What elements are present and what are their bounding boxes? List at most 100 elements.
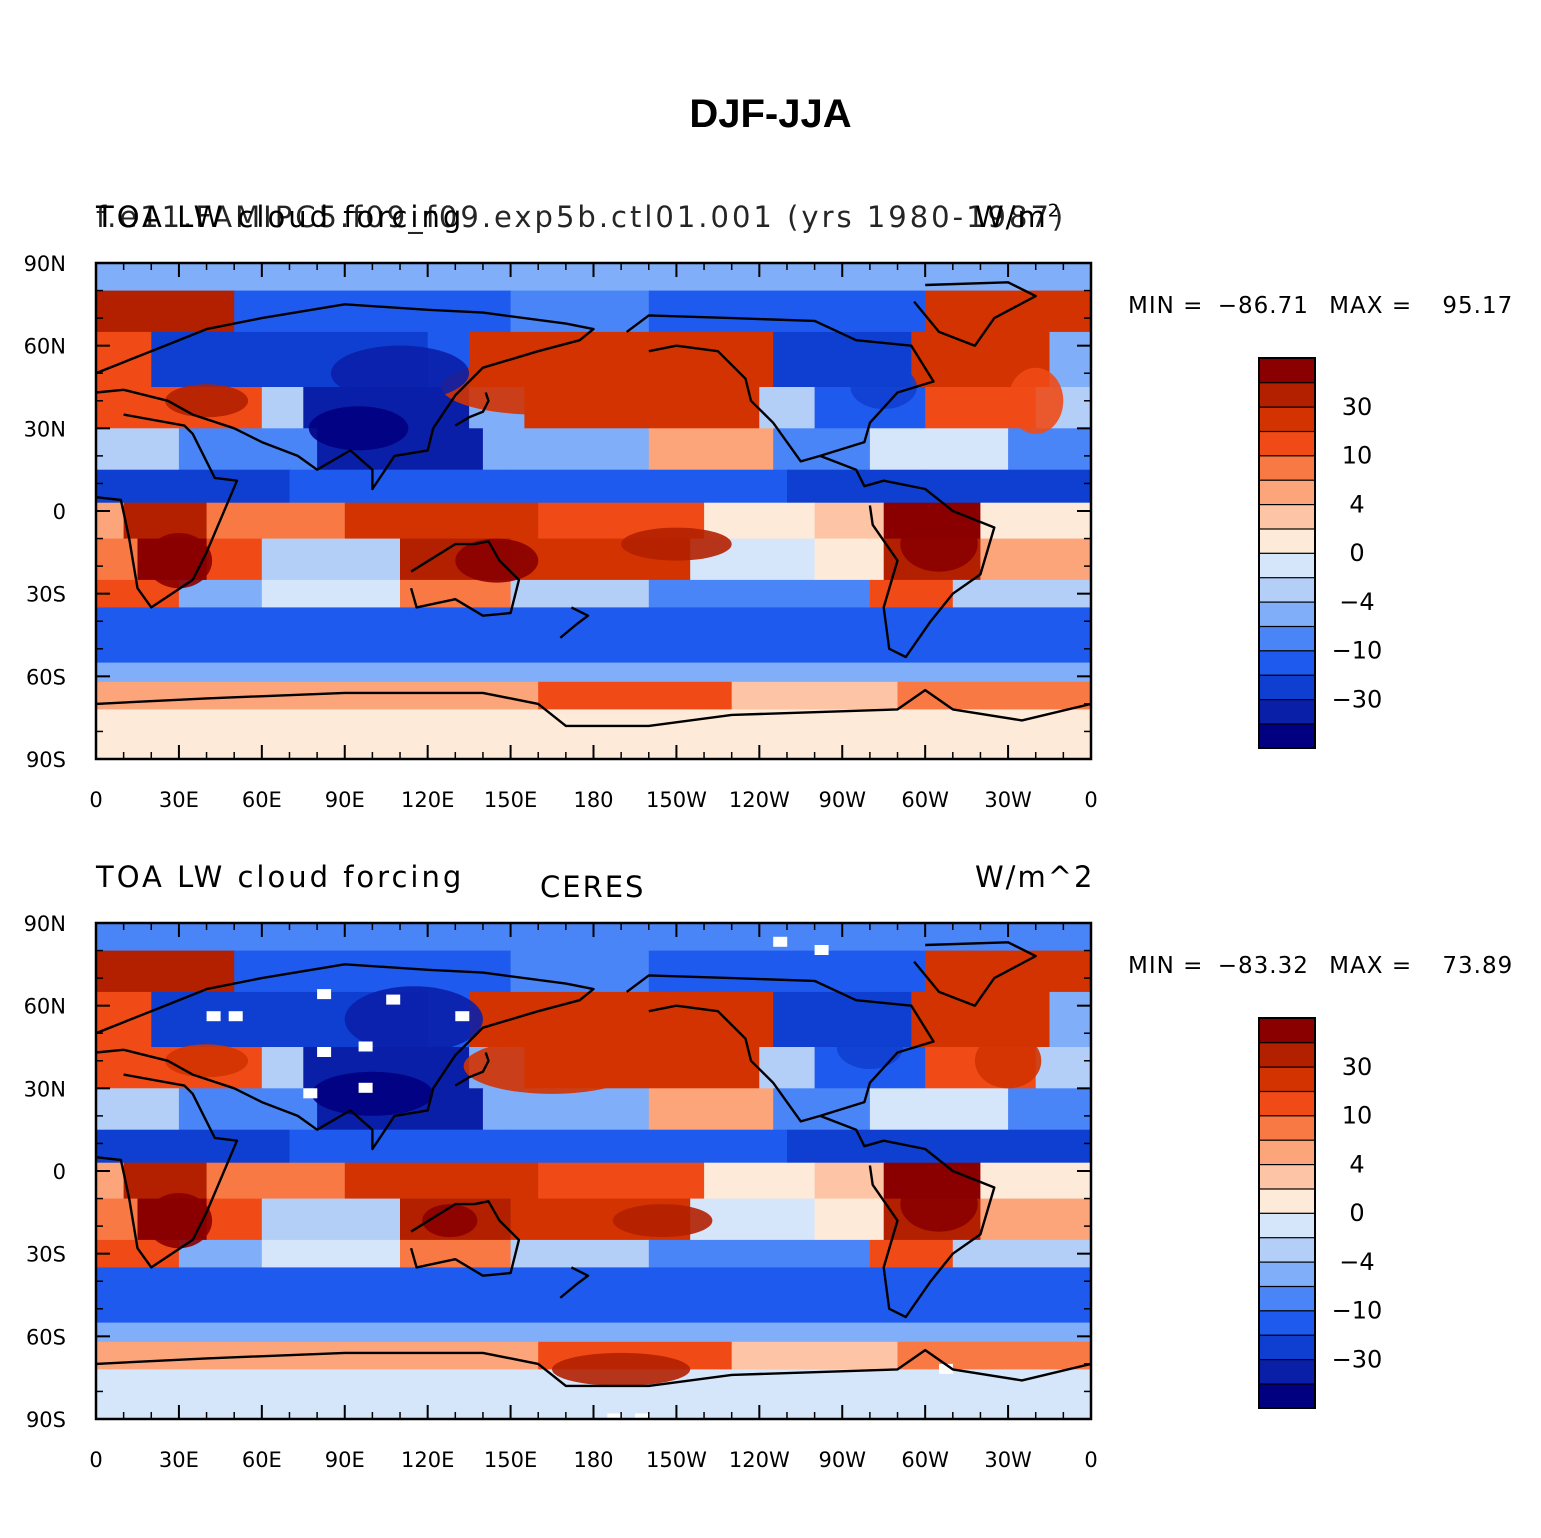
map-plot-obs: 90N 60N 30N 0 30S 60S 90S 0 30E 60E 90E 120E 150E 180… <box>24 912 1383 1472</box>
lon-tick-label: 120W <box>729 788 790 812</box>
contour-cell <box>787 469 926 504</box>
contour-cell <box>787 1129 926 1164</box>
contour-cell <box>261 387 304 429</box>
contour-blob <box>308 406 409 451</box>
lat-tick-label: 90N <box>24 912 66 936</box>
contour-cell <box>538 681 733 710</box>
coastline <box>913 941 1037 1007</box>
missing-data-cell <box>228 1011 243 1022</box>
contour-cell <box>206 538 263 581</box>
contour-cell <box>400 579 512 608</box>
colorbar-swatch <box>1258 1212 1316 1239</box>
contour-cell <box>814 538 885 581</box>
colorbar-label: 30 <box>1342 1053 1373 1081</box>
coastline <box>819 1114 996 1319</box>
figure-title: DJF-JJA <box>689 92 852 136</box>
lon-tick-label: 120E <box>401 788 454 812</box>
lat-tick-label: 90S <box>26 1408 66 1432</box>
colorbar-swatch <box>1258 698 1316 725</box>
contour-cell <box>261 1047 304 1089</box>
contour-blob <box>552 1352 691 1386</box>
contour-cell <box>96 681 539 710</box>
lat-tick-label: 30S <box>26 583 66 607</box>
contour-field <box>96 923 1091 1419</box>
colorbar-swatch <box>1258 1114 1316 1141</box>
missing-data-cell <box>317 1047 332 1057</box>
contour-blob <box>311 1071 434 1116</box>
max-label: MAX = <box>1329 953 1413 979</box>
lat-tick-label: 90N <box>24 252 66 276</box>
contour-cell <box>400 1239 512 1268</box>
lon-tick-label: 150W <box>646 788 707 812</box>
colorbar-swatch <box>1258 1017 1316 1044</box>
contour-cell <box>96 502 125 539</box>
colorbar-swatch <box>1258 1041 1316 1068</box>
contour-cell <box>980 1198 1091 1241</box>
contour-blob <box>330 345 470 401</box>
contour-cell <box>648 290 926 333</box>
contour-cell <box>952 579 1091 608</box>
contour-cell <box>704 1162 816 1199</box>
contour-blob <box>612 1204 713 1238</box>
contour-blob <box>441 359 635 415</box>
colorbar-swatch <box>1258 674 1316 701</box>
colorbar-label: 30 <box>1342 393 1373 421</box>
contour-cell <box>482 428 650 471</box>
colorbar-swatch <box>1258 1066 1316 1093</box>
min-label: MIN = <box>1128 293 1204 319</box>
units-text: W/m <box>975 200 1048 234</box>
contour-cell <box>980 538 1091 581</box>
contour-cell <box>1049 991 1091 1048</box>
coastline <box>625 974 935 1123</box>
lon-tick-label: 30W <box>984 1448 1032 1472</box>
contour-cell <box>96 950 235 993</box>
contour-blob <box>836 1025 904 1069</box>
missing-data-cell <box>206 1011 221 1022</box>
lon-tick-label: 150E <box>484 1448 537 1472</box>
contour-cell <box>759 387 816 429</box>
coastline <box>96 1073 239 1269</box>
colorbar-swatch <box>1258 1358 1316 1385</box>
max-label: MAX = <box>1329 293 1413 319</box>
contour-cell <box>869 1088 1009 1131</box>
lon-tick-label: 90W <box>819 1448 867 1472</box>
contour-cell <box>206 502 346 539</box>
contour-cell <box>510 579 650 608</box>
missing-data-cell <box>773 936 788 947</box>
coastline <box>96 1348 1091 1388</box>
contour-cell <box>1008 428 1091 471</box>
coastline <box>913 281 1037 347</box>
lat-tick-label: 90S <box>26 748 66 772</box>
colorbar-label: 0 <box>1349 539 1364 567</box>
missing-data-cell <box>358 1082 373 1093</box>
contour-cell <box>344 502 539 539</box>
contour-cell <box>814 1162 885 1199</box>
lon-tick-label: 180 <box>573 788 613 812</box>
colorbar-swatch <box>1258 357 1316 384</box>
lon-tick-label: 90W <box>819 788 867 812</box>
contour-cell <box>773 428 871 471</box>
colorbar-swatch <box>1258 454 1316 481</box>
lon-tick-label: 0 <box>89 1448 102 1472</box>
lon-tick-label: 30E <box>159 788 199 812</box>
contour-cell <box>344 1162 539 1199</box>
contour-cell <box>96 1162 125 1199</box>
contour-blob <box>947 318 1014 363</box>
units-superscript: 2 <box>1047 200 1062 222</box>
coastline <box>409 540 521 617</box>
colorbar-swatch <box>1258 1188 1316 1214</box>
colorbar-swatch <box>1258 1309 1316 1336</box>
panel-units: W/m^2 <box>975 860 1095 894</box>
panel-left-string: TOA LW cloud forcing <box>96 200 465 234</box>
contour-cell <box>96 469 290 504</box>
lon-tick-label: 0 <box>89 788 102 812</box>
map-plot-model: 90N 60N 30N 0 30S 60S 90S 0 30E 60E 90E 120E 150E 180… <box>24 252 1383 812</box>
contour-cell <box>773 1088 871 1131</box>
contour-cell <box>731 681 898 710</box>
contour-cell <box>96 290 235 333</box>
colorbar-swatch <box>1258 625 1316 652</box>
lon-tick-label: 150W <box>646 1448 707 1472</box>
contour-cell <box>261 1198 401 1241</box>
contour-cell <box>96 1129 290 1164</box>
colorbar-label: −10 <box>1332 637 1383 665</box>
